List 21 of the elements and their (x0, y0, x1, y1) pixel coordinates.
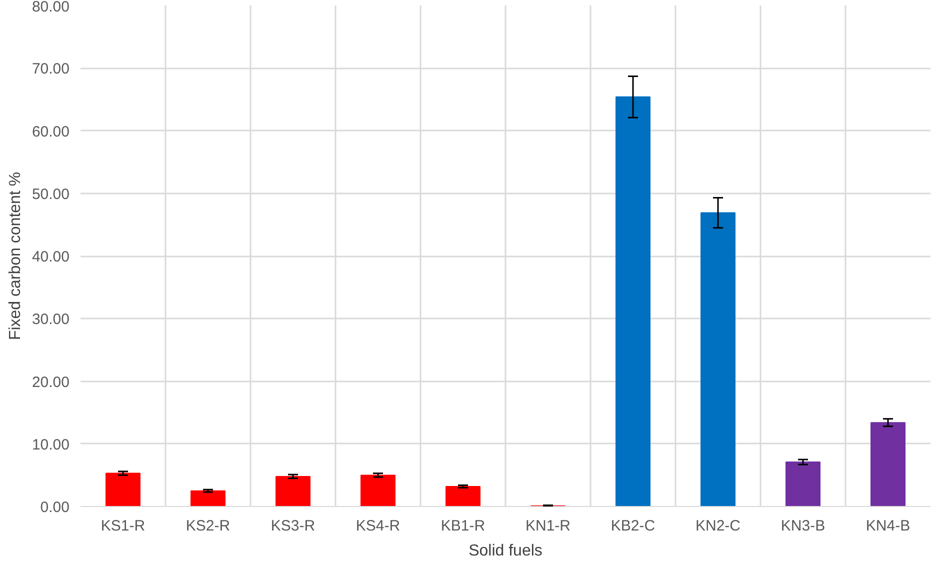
y-tick-label: 60.00 (32, 123, 70, 140)
y-tick-label: 10.00 (32, 436, 70, 454)
x-tick-label: KN2-C (695, 518, 741, 534)
x-tick-label: KS3-R (270, 518, 316, 534)
x-tick-label: KS4-R (356, 518, 400, 534)
x-tick-label: KS1-R (100, 518, 146, 534)
y-tick-label: 70.00 (32, 60, 70, 78)
y-tick-label: 50.00 (32, 186, 70, 203)
y-tick-label: 0.00 (40, 499, 70, 516)
x-tick-label: KN4-B (866, 518, 910, 534)
y-tick-label: 30.00 (32, 311, 70, 328)
x-tick-label: KB1-R (440, 518, 486, 534)
x-axis-title: Solid fuels (468, 542, 542, 560)
x-tick-label: KB2-C (610, 518, 656, 534)
x-tick-label: KS2-R (186, 518, 230, 534)
y-tick-label: 80.00 (32, 0, 70, 16)
x-tick-label: KN1-R (525, 518, 571, 534)
y-axis-title: Fixed carbon content % (6, 172, 24, 340)
y-tick-label: 40.00 (32, 248, 70, 266)
y-tick-label: 20.00 (32, 374, 70, 391)
x-tick-label: KN3-B (780, 518, 826, 534)
